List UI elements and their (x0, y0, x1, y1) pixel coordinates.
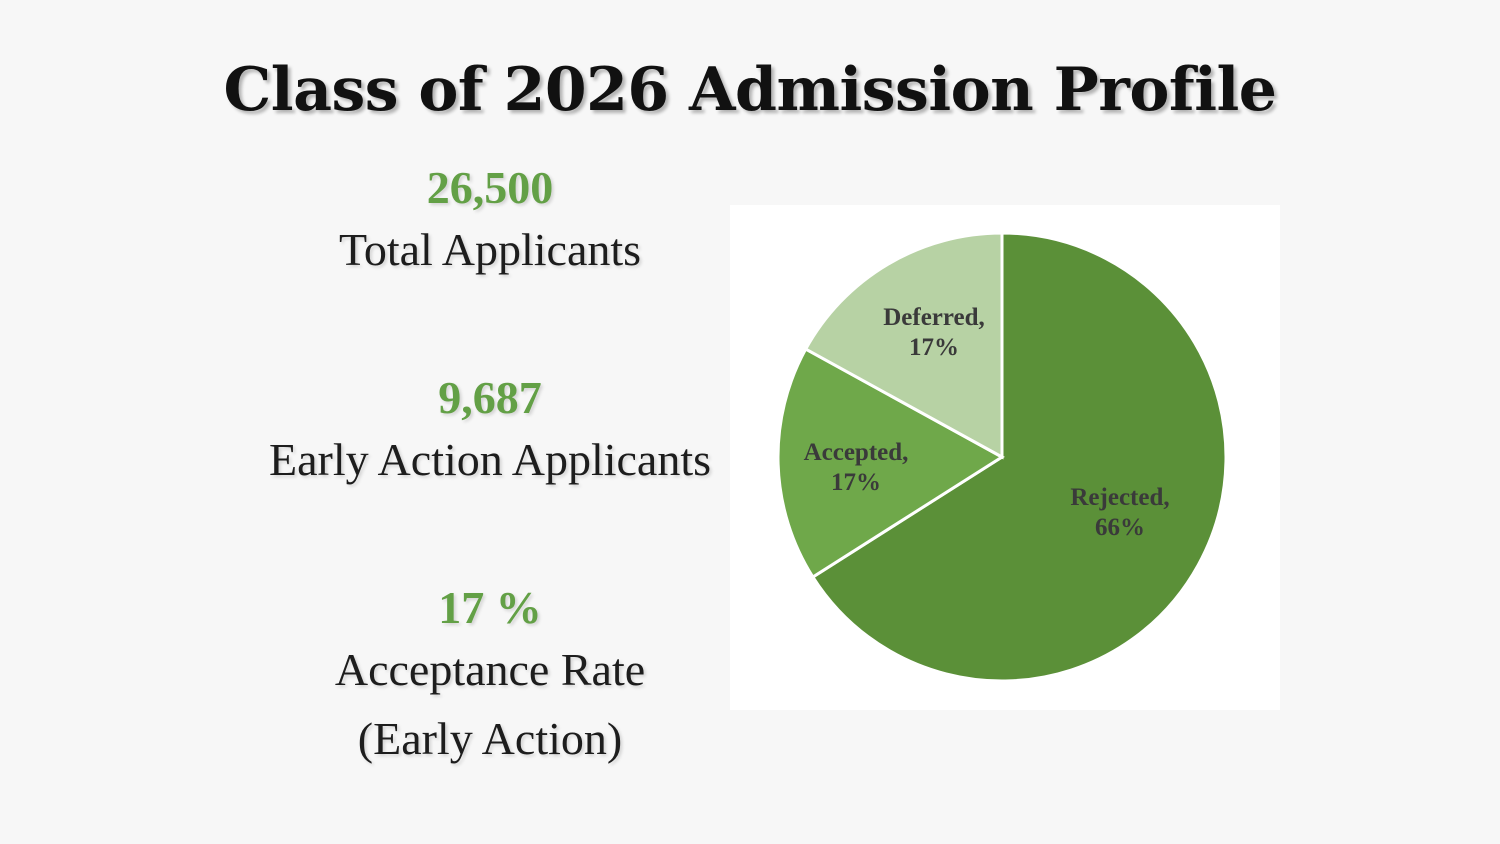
pie-label-deferred: Deferred, 17% (883, 304, 985, 361)
stat-value: 9,687 (438, 372, 542, 423)
stat-acceptance-rate: 17 % Acceptance Rate (Early Action) (220, 580, 760, 773)
stat-label: Acceptance Rate (334, 644, 646, 696)
pie-slice-accepted (776, 347, 1005, 580)
pie-label-accepted: Accepted, 17% (804, 439, 909, 496)
stat-label: Early Action Applicants (268, 434, 712, 486)
stat-value: 17 % (438, 582, 542, 633)
stat-sublabel: (Early Action) (357, 713, 623, 765)
stat-label: Total Applicants (338, 224, 642, 276)
pie-chart: Rejected, 66% Accepted, 17% Deferred, 17% (776, 231, 1228, 683)
pie-slice-rejected (810, 231, 1228, 683)
pie-slice-deferred (803, 231, 1004, 460)
stat-value: 26,500 (426, 162, 554, 213)
pie-label-rejected: Rejected, 66% (1070, 484, 1169, 541)
chart-title: Class of 2026 Admission Profile (223, 55, 1277, 125)
stat-early-action-applicants: 9,687 Early Action Applicants (220, 370, 760, 494)
pie-chart-panel: Rejected, 66% Accepted, 17% Deferred, 17% (730, 205, 1280, 710)
stat-total-applicants: 26,500 Total Applicants (220, 160, 760, 284)
